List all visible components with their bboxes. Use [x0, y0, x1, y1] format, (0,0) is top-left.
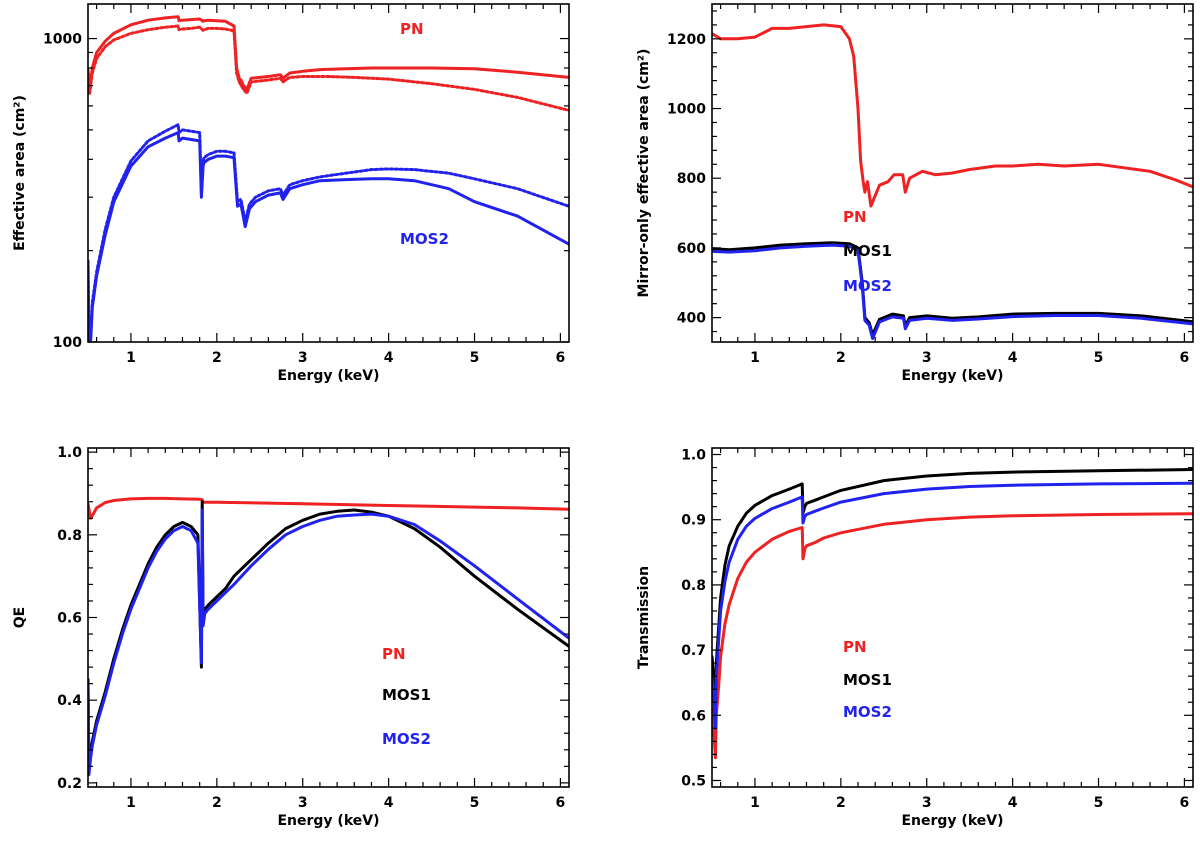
legend-label-pn: PN	[382, 645, 406, 663]
x-tick-label: 4	[1008, 350, 1018, 366]
series-group	[88, 496, 569, 777]
legend-label-mos2: MOS2	[843, 277, 892, 295]
series-line-mos1	[88, 500, 569, 764]
series-line-pn-dotted	[88, 24, 569, 112]
series-group	[88, 15, 569, 342]
y-axis-label: Transmission	[636, 566, 652, 669]
x-tick-label: 3	[922, 795, 932, 811]
x-tick-label: 2	[836, 350, 846, 366]
y-tick-label: 0.2	[57, 776, 82, 792]
chart-panel: 1 2 3 4 5 6 0.2 0.4 0.6 0.8 1.0 Energy (keV) QE PN MOS…	[12, 445, 570, 829]
x-tick-label: 2	[212, 350, 222, 366]
x-tick-label: 5	[470, 795, 480, 811]
y-tick-label: 1000	[667, 102, 706, 118]
y-tick-label: 0.6	[57, 611, 82, 627]
legend-label-pn: PN	[843, 638, 867, 656]
series-group	[712, 23, 1193, 340]
x-tick-label: 3	[298, 795, 308, 811]
series-line-mos2	[712, 481, 1193, 730]
legend-label-mos1: MOS1	[843, 242, 892, 260]
y-tick-label: 1.0	[57, 445, 82, 461]
series-line-mos2-dotted	[88, 123, 569, 338]
y-tick-label: 1000	[43, 32, 82, 48]
series-line-mos1	[712, 241, 1193, 337]
series-line-pn	[88, 496, 569, 520]
plot-frame	[711, 447, 1194, 788]
chart-panel: 1 2 3 4 5 6 0.5 0.6 0.7 0.8 0.9 1.0 Energy (keV) Tran…	[636, 447, 1194, 829]
series-line-mos2	[88, 131, 569, 342]
legend-label-mos1: MOS1	[843, 671, 892, 689]
y-tick-label: 0.5	[681, 773, 706, 789]
y-tick-label: 0.6	[681, 708, 706, 724]
plot-frame	[87, 3, 570, 343]
plot-frame	[711, 3, 1194, 343]
series-line-mos2	[88, 508, 569, 777]
y-tick-label: 0.7	[681, 643, 706, 659]
x-tick-label: 5	[1094, 795, 1104, 811]
x-tick-label: 4	[384, 350, 394, 366]
legend-label-mos2: MOS2	[843, 703, 892, 721]
x-tick-label: 1	[750, 795, 760, 811]
chart-panel: 1 2 3 4 5 6 100 1000 Energy (keV) Effective area …	[12, 3, 570, 384]
x-tick-label: 1	[126, 795, 136, 811]
legend-label-pn: PN	[843, 208, 867, 226]
series-line-mos2	[712, 243, 1193, 340]
x-axis-label: Energy (keV)	[277, 813, 379, 829]
y-tick-label: 800	[677, 171, 706, 187]
series-line-pn	[712, 512, 1193, 760]
x-tick-label: 1	[126, 350, 136, 366]
x-tick-label: 4	[1008, 795, 1018, 811]
y-tick-label: 100	[53, 335, 82, 351]
x-tick-label: 1	[750, 350, 760, 366]
x-tick-label: 6	[1180, 795, 1190, 811]
x-tick-label: 4	[384, 795, 394, 811]
legend-label-pn: PN	[400, 20, 424, 38]
y-axis-label: Mirror-only effective area (cm²)	[636, 49, 652, 298]
x-tick-label: 2	[836, 795, 846, 811]
x-tick-label: 3	[922, 350, 932, 366]
x-tick-label: 2	[212, 795, 222, 811]
y-tick-label: 400	[677, 311, 706, 327]
y-tick-label: 0.8	[57, 528, 82, 544]
x-tick-label: 6	[556, 795, 566, 811]
y-tick-label: 0.8	[681, 578, 706, 594]
series-group	[712, 468, 1193, 760]
legend-label-mos2: MOS2	[400, 230, 449, 248]
x-tick-label: 6	[556, 350, 566, 366]
x-axis-label: Energy (keV)	[277, 368, 379, 384]
series-line-mos1	[712, 468, 1193, 717]
y-tick-label: 1200	[667, 32, 706, 48]
x-tick-label: 5	[1094, 350, 1104, 366]
x-axis-label: Energy (keV)	[901, 813, 1003, 829]
y-tick-label: 600	[677, 241, 706, 257]
x-tick-label: 6	[1180, 350, 1190, 366]
y-tick-label: 0.9	[681, 513, 706, 529]
x-tick-label: 5	[470, 350, 480, 366]
y-tick-label: 0.4	[57, 693, 82, 709]
x-tick-label: 3	[298, 350, 308, 366]
y-tick-label: 1.0	[681, 448, 706, 464]
legend-label-mos2: MOS2	[382, 730, 431, 748]
y-axis-label: Effective area (cm²)	[12, 95, 28, 251]
series-line-pn	[712, 23, 1193, 208]
chart-panel: 1 2 3 4 5 6 400 600 800 1000 1200 Energy (keV) Mirro…	[636, 3, 1194, 384]
legend-label-mos1: MOS1	[382, 686, 431, 704]
y-axis-label: QE	[12, 607, 28, 628]
x-axis-label: Energy (keV)	[901, 368, 1003, 384]
